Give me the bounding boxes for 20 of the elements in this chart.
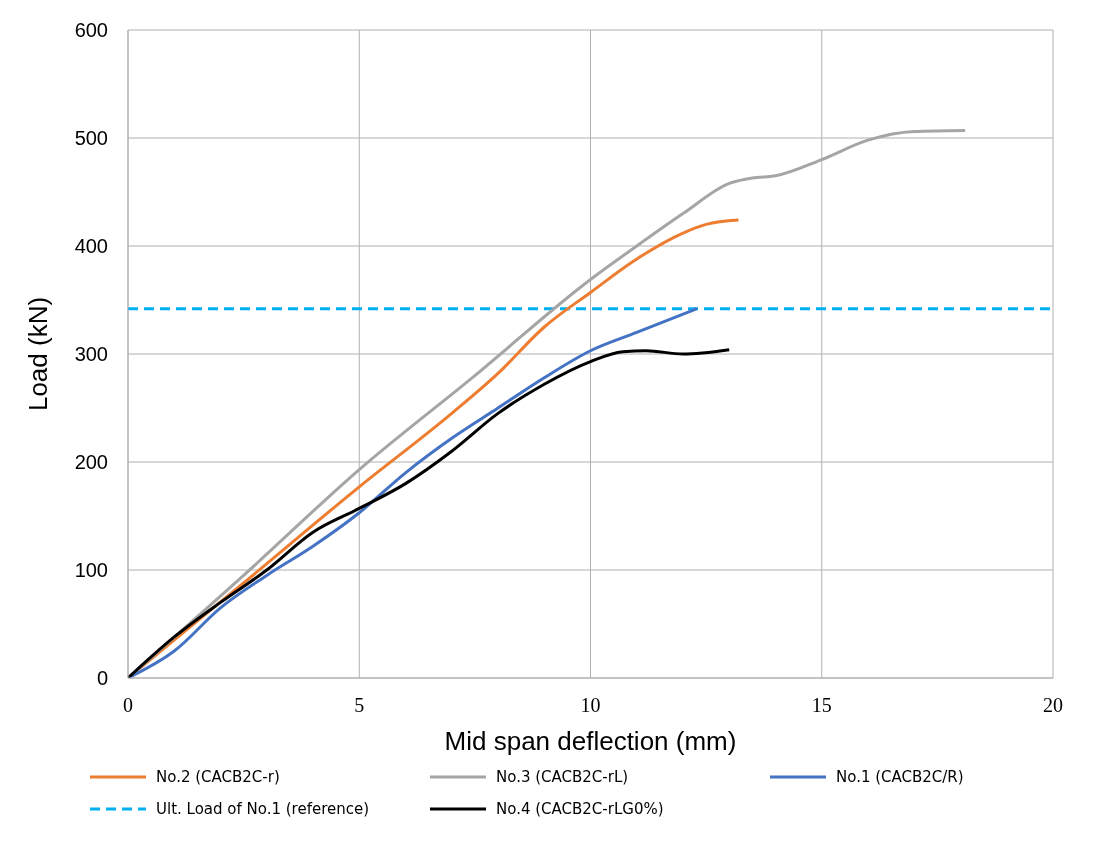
x-tick-label: 5 bbox=[354, 694, 365, 717]
legend-label: No.3 (CACB2C-rL) bbox=[496, 768, 629, 786]
legend-label: No.4 (CACB2C-rLG0%) bbox=[496, 800, 664, 818]
y-axis-title: Load (kN) bbox=[23, 296, 54, 412]
y-tick-label: 600 bbox=[74, 19, 108, 42]
legend-label: Ult. Load of No.1 (reference) bbox=[156, 800, 370, 818]
x-tick-label: 10 bbox=[580, 694, 601, 717]
line-series bbox=[128, 348, 731, 678]
y-tick-label: 100 bbox=[74, 559, 108, 582]
x-tick-label: 20 bbox=[1043, 694, 1063, 717]
y-tick-label: 0 bbox=[96, 667, 108, 690]
y-tick-label: 300 bbox=[74, 343, 108, 366]
x-tick-label: 15 bbox=[811, 694, 832, 717]
x-tick-label: 0 bbox=[123, 694, 133, 717]
y-tick-label: 500 bbox=[74, 127, 108, 150]
y-tick-label: 400 bbox=[74, 235, 108, 258]
legend-label: No.2 (CACB2C-r) bbox=[156, 768, 280, 786]
y-tick-label: 200 bbox=[74, 451, 108, 474]
legend-label: No.1 (CACB2C/R) bbox=[836, 768, 964, 786]
x-axis-title: Mid span deflection (mm) bbox=[444, 726, 737, 756]
